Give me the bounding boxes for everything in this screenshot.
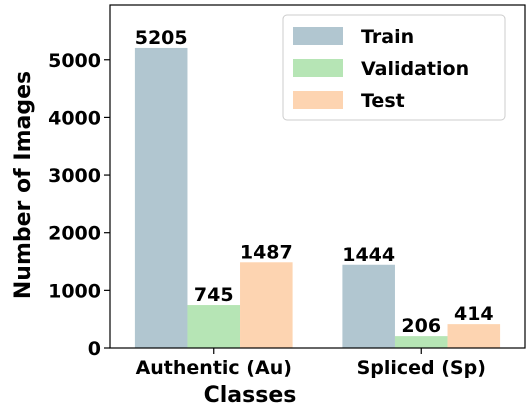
axes-frame [109, 4, 526, 349]
bar [342, 264, 395, 348]
x-tick-label: Authentic (Au) [136, 357, 292, 379]
data-label: 206 [401, 315, 441, 337]
y-tick-label: 3000 [48, 165, 101, 187]
bar [394, 336, 448, 348]
x-axis-label: Classes [204, 383, 297, 408]
data-label: 5205 [135, 27, 188, 49]
x-tick-label: Spliced (Sp) [357, 357, 486, 379]
legend-swatch [293, 27, 343, 45]
y-tick-label: 4000 [48, 107, 101, 129]
legend-swatch [293, 91, 343, 109]
data-label: 1487 [240, 241, 293, 263]
data-label: 745 [194, 284, 234, 306]
y-tick-label: 5000 [48, 50, 101, 72]
y-tick-label: 1000 [48, 280, 101, 302]
y-tick-label: 2000 [48, 223, 101, 245]
bar [187, 305, 241, 348]
legend-label: Train [361, 26, 414, 48]
bar [447, 324, 501, 348]
data-label: 414 [454, 303, 494, 325]
y-tick-label: 0 [88, 338, 101, 360]
bar [240, 262, 293, 348]
y-axis-label: Number of Images [11, 71, 36, 299]
bar [134, 47, 188, 349]
legend-label: Validation [361, 58, 469, 80]
legend-swatch [293, 59, 343, 77]
legend-label: Test [361, 90, 405, 112]
data-label: 1444 [342, 244, 395, 266]
